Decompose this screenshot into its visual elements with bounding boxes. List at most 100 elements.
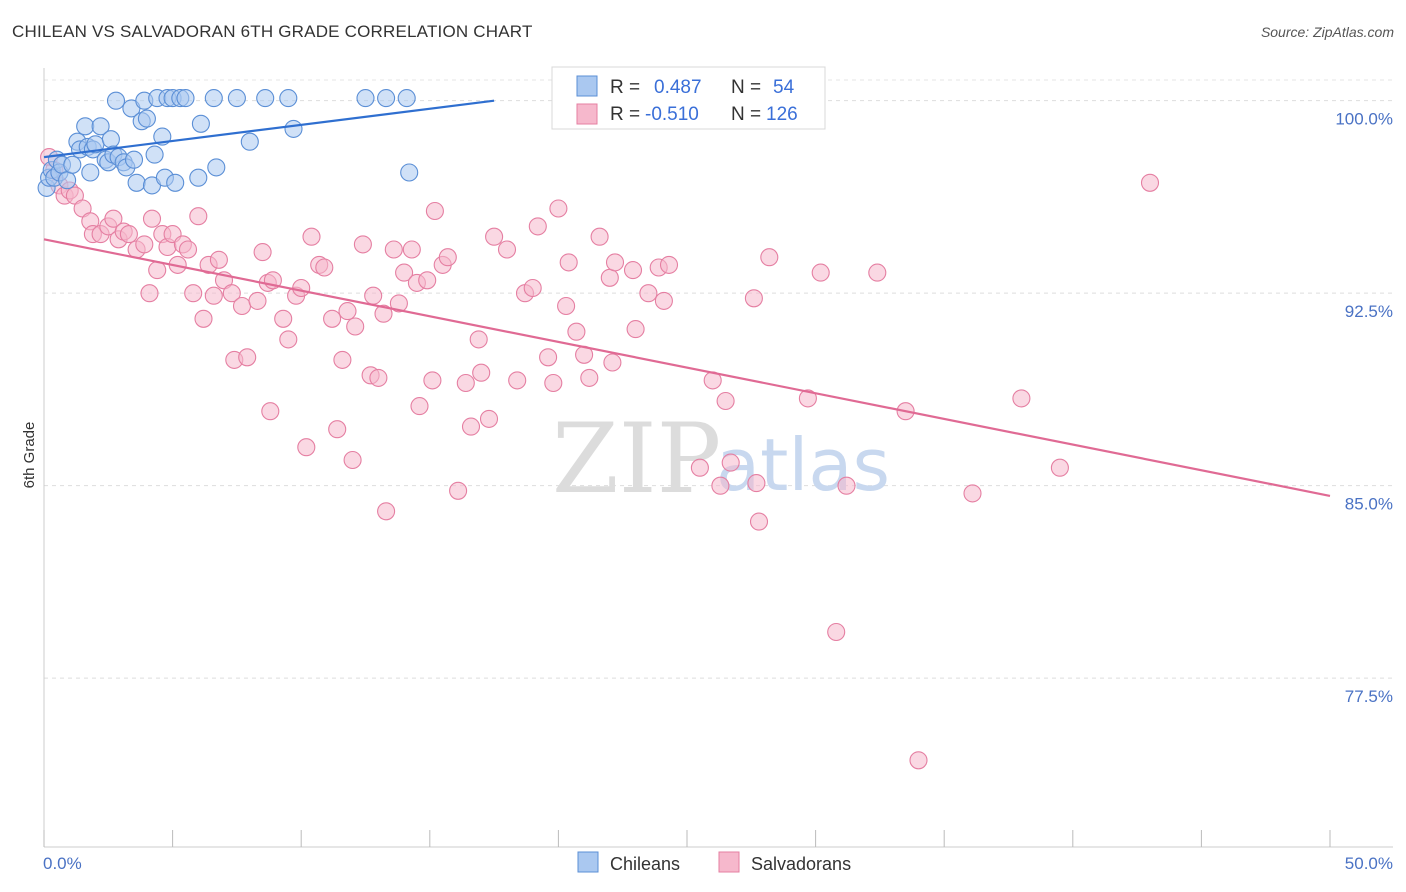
data-points [37, 89, 1160, 770]
point-salvadorans [374, 304, 393, 323]
point-chileans [227, 89, 246, 108]
point-salvadorans [626, 320, 645, 339]
point-salvadorans [798, 389, 817, 408]
point-salvadorans [209, 250, 228, 269]
point-chileans [137, 109, 156, 128]
point-salvadorans [549, 199, 568, 218]
point-salvadorans [418, 271, 437, 290]
axes [43, 68, 1393, 848]
point-salvadorans [353, 235, 372, 254]
point-chileans [207, 158, 226, 177]
point-salvadorans [222, 284, 241, 303]
source-label: Source: ZipAtlas.com [1260, 24, 1394, 40]
point-salvadorans [479, 409, 499, 428]
point-salvadorans [811, 263, 830, 282]
legend-r-value-1: -0.510 [645, 104, 699, 125]
bottom-legend: Chileans Salvadorans [577, 851, 851, 874]
point-chileans [397, 89, 416, 108]
point-salvadorans [395, 263, 414, 282]
point-chileans [81, 163, 100, 182]
point-salvadorans [238, 348, 257, 367]
series-chileans [37, 89, 419, 197]
point-salvadorans [338, 302, 357, 321]
point-salvadorans [567, 322, 586, 341]
watermark: ZIP atlas [552, 403, 890, 515]
point-chileans [204, 89, 223, 108]
point-salvadorans [369, 368, 388, 387]
point-salvadorans [142, 209, 162, 228]
point-chileans [279, 89, 298, 108]
point-salvadorans [1050, 458, 1069, 477]
bottom-legend-label-salvadorans: Salvadorans [751, 854, 851, 874]
point-salvadorans [744, 289, 763, 308]
point-salvadorans [590, 227, 609, 246]
point-chileans [76, 117, 95, 136]
legend-box: R = 0.487 N = 54 R = -0.510 N = 126 [551, 66, 826, 130]
point-salvadorans [497, 240, 517, 259]
point-salvadorans [580, 368, 599, 387]
point-salvadorans [721, 453, 740, 472]
point-salvadorans [315, 258, 334, 277]
point-salvadorans [204, 286, 223, 305]
point-salvadorans [716, 391, 735, 411]
point-salvadorans [461, 417, 481, 436]
point-salvadorans [747, 474, 766, 493]
point-chileans [101, 130, 120, 149]
point-salvadorans [528, 217, 547, 236]
bottom-legend-label-chileans: Chileans [610, 854, 680, 874]
point-salvadorans [279, 330, 298, 349]
point-chileans [400, 163, 419, 182]
point-salvadorans [261, 402, 280, 421]
point-salvadorans [1140, 173, 1160, 192]
point-chileans [63, 155, 82, 174]
point-salvadorans [868, 263, 887, 282]
point-salvadorans [178, 240, 198, 259]
point-salvadorans [343, 450, 362, 470]
trend-line-salvadorans [43, 238, 1331, 497]
point-salvadorans [760, 248, 779, 267]
chart-title: CHILEAN VS SALVADORAN 6TH GRADE CORRELAT… [12, 22, 533, 41]
point-chileans [176, 89, 195, 108]
legend-n-value-1: 126 [766, 104, 798, 125]
point-salvadorans [438, 248, 457, 267]
point-salvadorans [623, 261, 643, 280]
point-chileans [240, 132, 259, 151]
point-salvadorans [449, 481, 468, 500]
bottom-legend-swatch-salvadorans [718, 851, 740, 873]
point-salvadorans [384, 240, 403, 259]
x-tick-label-min: 0.0% [43, 854, 82, 873]
point-chileans [189, 168, 208, 187]
point-salvadorans [711, 476, 730, 495]
point-salvadorans [963, 484, 982, 503]
point-salvadorans [1012, 389, 1031, 408]
point-chileans [256, 89, 275, 108]
watermark-zip: ZIP [552, 403, 721, 515]
point-salvadorans [659, 255, 679, 274]
point-chileans [377, 89, 396, 108]
legend-r-label-1: R = [610, 104, 640, 125]
point-salvadorans [274, 309, 293, 328]
point-salvadorans [523, 278, 542, 298]
legend-swatch-salvadorans [576, 103, 598, 125]
y-tick-labels: 100.0% 92.5% 85.0% 77.5% [1335, 110, 1393, 707]
point-chileans [356, 89, 375, 108]
point-salvadorans [600, 268, 619, 287]
point-salvadorans [189, 207, 208, 226]
point-chileans [124, 150, 144, 169]
point-chileans [91, 117, 110, 136]
point-salvadorans [248, 291, 267, 310]
point-salvadorans [194, 309, 213, 328]
point-salvadorans [389, 294, 408, 313]
point-salvadorans [364, 286, 383, 305]
point-salvadorans [472, 363, 491, 382]
point-salvadorans [410, 397, 429, 416]
point-salvadorans [253, 243, 272, 262]
point-salvadorans [140, 284, 159, 303]
point-salvadorans [135, 235, 154, 254]
point-salvadorans [104, 209, 123, 228]
point-salvadorans [456, 373, 475, 393]
point-chileans [58, 171, 77, 190]
point-salvadorans [119, 225, 138, 244]
y-axis-label: 6th Grade [21, 422, 38, 489]
watermark-atlas: atlas [716, 423, 890, 507]
